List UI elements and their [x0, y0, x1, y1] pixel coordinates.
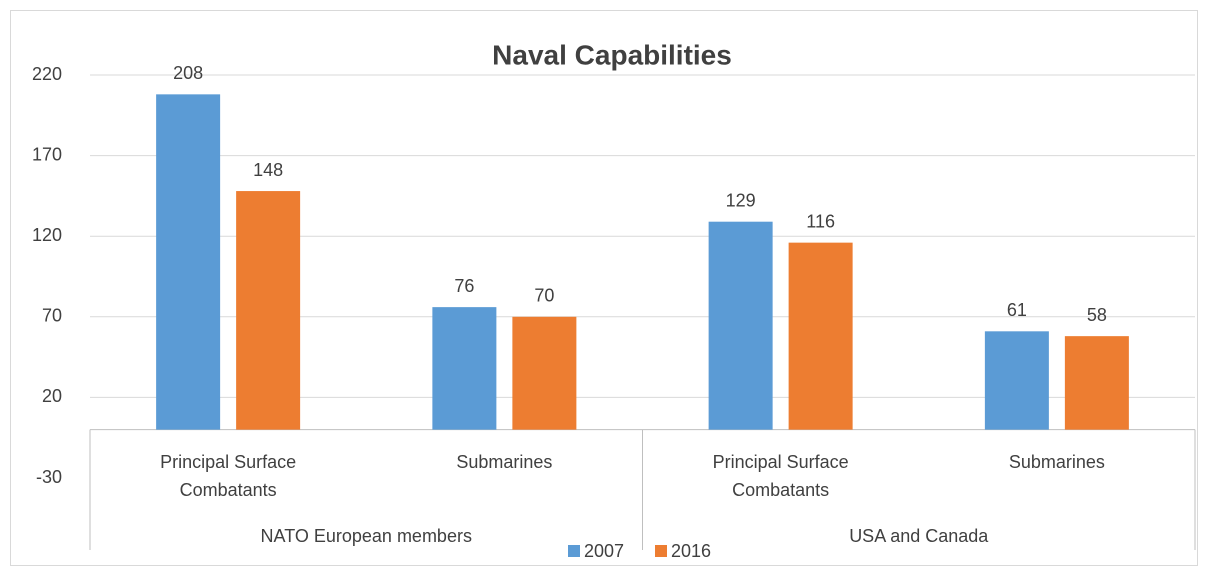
data-label: 76: [454, 276, 474, 296]
bar: [236, 191, 301, 430]
legend-label: 2007: [584, 541, 624, 561]
group-label: USA and Canada: [849, 526, 989, 546]
bar: [788, 242, 853, 430]
x-tick-label: Principal Surface Combatants: [160, 452, 297, 500]
bar: [1064, 336, 1129, 430]
x-tick-label: Submarines: [456, 452, 553, 472]
data-label: 148: [253, 160, 283, 180]
y-tick-label: 120: [32, 225, 62, 245]
y-tick-label: 220: [32, 64, 62, 84]
data-label: 208: [173, 63, 203, 83]
bar: [708, 221, 773, 430]
y-tick-label: 170: [32, 144, 62, 164]
group-label: NATO European members: [260, 526, 472, 546]
legend-swatch: [568, 545, 580, 557]
bar: [432, 307, 497, 430]
legend-swatch: [655, 545, 667, 557]
legend-label: 2016: [671, 541, 711, 561]
chart-title: Naval Capabilities: [492, 39, 732, 70]
bar: [984, 331, 1049, 430]
data-label: 58: [1087, 305, 1107, 325]
bar: [512, 316, 577, 430]
y-tick-label: 20: [42, 386, 62, 406]
bar: [156, 94, 221, 430]
data-label: 70: [534, 286, 554, 306]
data-label: 116: [806, 211, 835, 231]
x-tick-label: Principal Surface Combatants: [712, 452, 849, 500]
data-label: 61: [1007, 300, 1027, 320]
x-tick-label: Submarines: [1008, 452, 1105, 472]
chart-border: [10, 10, 1198, 566]
y-tick-label: 70: [42, 306, 62, 326]
data-label: 129: [726, 190, 756, 210]
y-tick-label: -30: [36, 467, 62, 487]
